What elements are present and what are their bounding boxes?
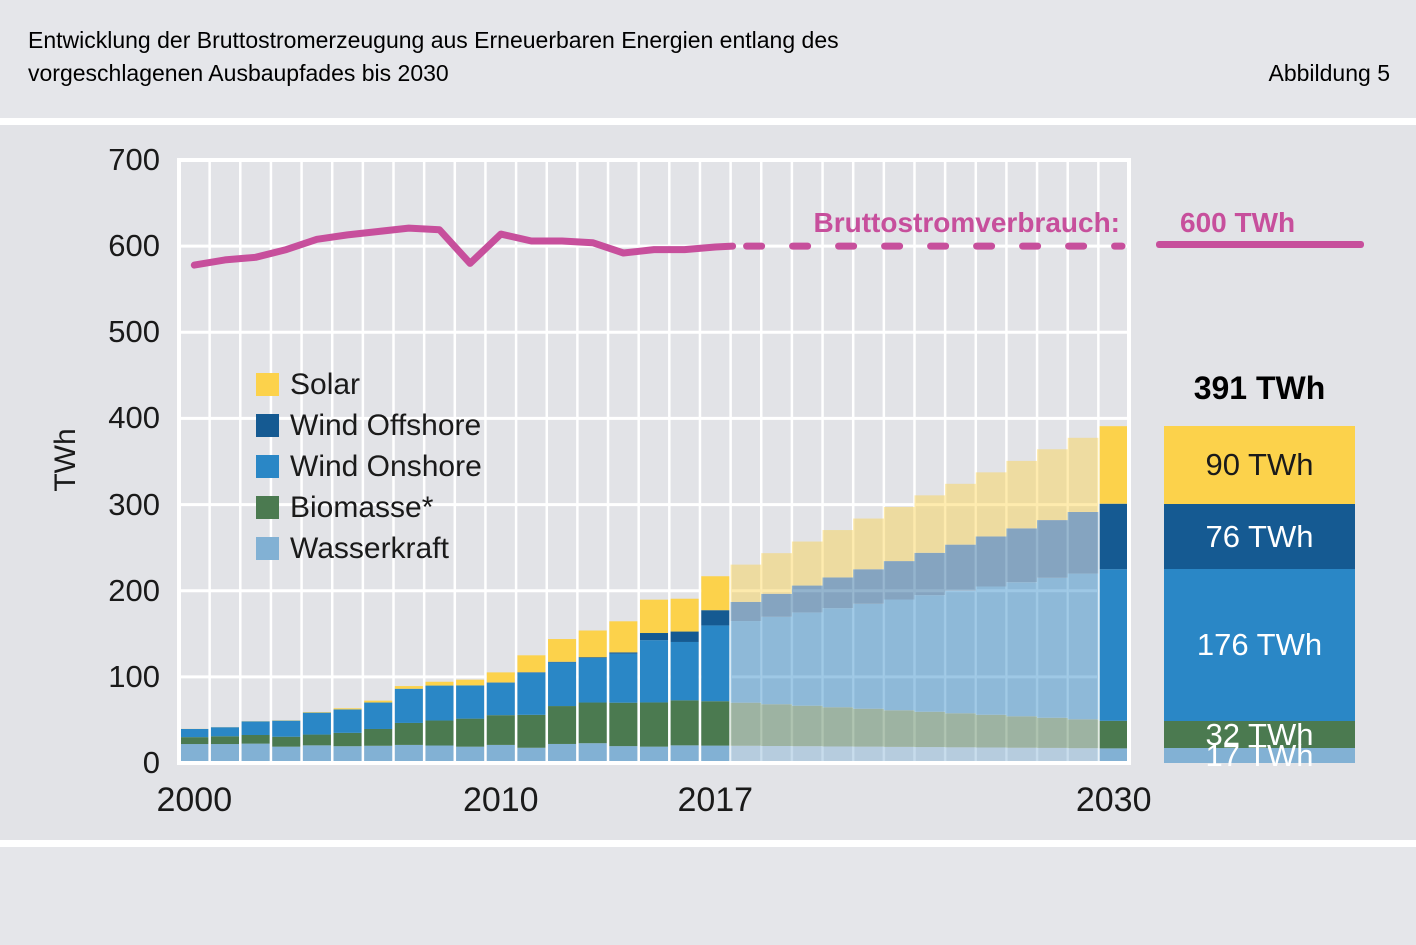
y-tick-label: 200 bbox=[108, 572, 160, 608]
y-axis-label: TWh bbox=[49, 428, 82, 492]
legend-item-wasserkraft: Wasserkraft bbox=[256, 528, 482, 569]
figure-header: Entwicklung der Bruttostromerzeugung aus… bbox=[0, 0, 1416, 118]
solar-swatch-icon bbox=[256, 373, 279, 396]
consumption-line-label: Bruttostromverbrauch: bbox=[813, 207, 1120, 238]
legend-item-wind-onshore: Wind Onshore bbox=[256, 446, 482, 487]
x-tick-label: 2017 bbox=[677, 781, 754, 819]
summary-segment-wind-offshore: 76 TWh bbox=[1164, 503, 1355, 570]
x-tick-label: 2030 bbox=[1075, 781, 1152, 819]
summary-segment-solar: 90 TWh bbox=[1164, 426, 1355, 504]
summary-total-label: 391 TWh bbox=[1193, 370, 1326, 407]
summary-segment-wasserkraft: 17 TWh bbox=[1164, 740, 1355, 771]
summary-segment-label: 32 TWh bbox=[1205, 717, 1314, 753]
wasserkraft-swatch-icon bbox=[256, 537, 279, 560]
wind-onshore-swatch-icon bbox=[256, 455, 279, 478]
biomasse-swatch-icon bbox=[256, 496, 279, 519]
title-line-2: vorgeschlagenen Ausbaupfades bis 2030 bbox=[28, 60, 449, 86]
x-tick-label: 2010 bbox=[462, 781, 539, 819]
consumption-value-label: 600 TWh bbox=[1180, 207, 1296, 238]
summary-segment-label: 17 TWh bbox=[1205, 738, 1314, 774]
summary-segment-label: 90 TWh bbox=[1205, 447, 1314, 483]
summary-segment-label: 76 TWh bbox=[1205, 518, 1314, 554]
summary-segment-biomasse: 32 TWh bbox=[1164, 717, 1355, 753]
y-tick-label: 700 bbox=[108, 142, 160, 177]
legend-item-wind-offshore: Wind Offshore bbox=[256, 405, 482, 446]
legend-item-solar: Solar bbox=[256, 364, 482, 405]
x-tick-label: 2000 bbox=[156, 781, 233, 819]
figure-number-label: Abbildung 5 bbox=[1268, 60, 1391, 86]
legend-item-label: Biomasse* bbox=[290, 490, 434, 524]
chart-legend: Solar Wind Offshore Wind Onshore Biomass… bbox=[256, 364, 482, 569]
y-tick-label: 100 bbox=[108, 658, 160, 694]
legend-item-biomasse: Biomasse* bbox=[256, 487, 482, 528]
summary-segment-label: 176 TWh bbox=[1196, 627, 1323, 663]
legend-item-label: Wasserkraft bbox=[290, 531, 449, 565]
y-tick-label: 500 bbox=[108, 314, 160, 350]
page-title: Entwicklung der Bruttostromerzeugung aus… bbox=[28, 24, 1148, 90]
wind-offshore-swatch-icon bbox=[256, 414, 279, 437]
legend-item-label: Wind Onshore bbox=[290, 449, 482, 483]
y-tick-label: 400 bbox=[108, 400, 160, 436]
header-divider bbox=[0, 118, 1416, 125]
y-tick-label: 0 bbox=[142, 745, 160, 780]
summary-bar-2030: 90 TWh 76 TWh 176 TWh 32 TWh 17 TWh bbox=[1164, 426, 1355, 771]
consumption-line-sample bbox=[1156, 241, 1364, 248]
figure-footer: *inkl. biogenem Hausmüll und Sonstige Ei… bbox=[0, 847, 1416, 945]
legend-item-label: Solar bbox=[290, 367, 361, 401]
y-tick-label: 600 bbox=[108, 228, 160, 264]
y-tick-label: 300 bbox=[108, 486, 160, 522]
legend-item-label: Wind Offshore bbox=[290, 408, 482, 442]
panel-divider bbox=[0, 840, 1416, 847]
summary-segment-wind-onshore: 176 TWh bbox=[1164, 569, 1355, 721]
title-line-1: Entwicklung der Bruttostromerzeugung aus… bbox=[28, 27, 839, 53]
